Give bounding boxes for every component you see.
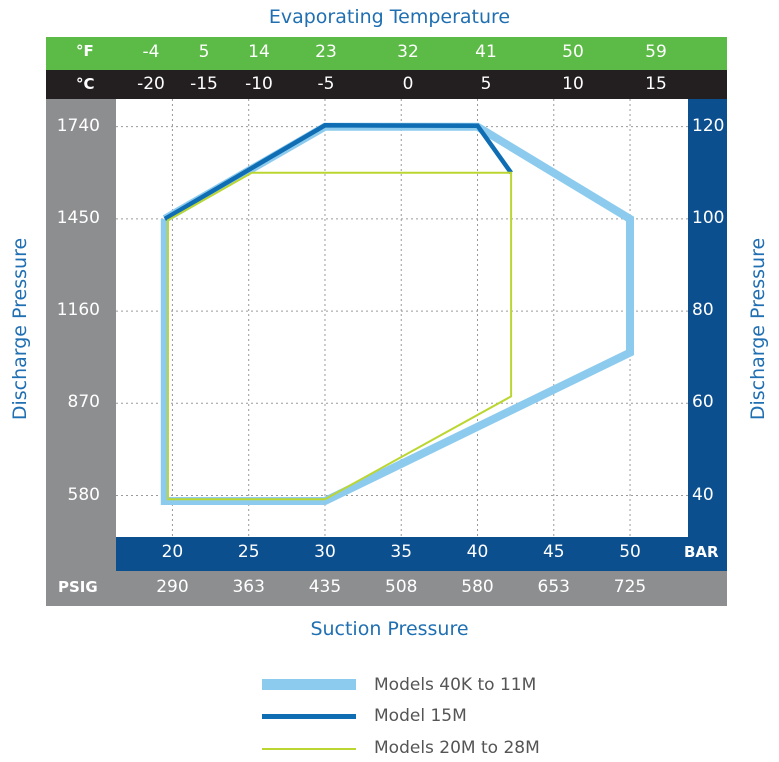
bar-tick-label: 40 xyxy=(466,542,489,562)
grid-lines xyxy=(116,99,688,537)
fahrenheit-tick-label: 14 xyxy=(248,42,270,62)
bar-tick-label: 25 xyxy=(237,542,260,562)
envelope-series xyxy=(160,122,634,505)
legend-item-3: Models 20M to 28M xyxy=(262,738,582,760)
bar-tick-label: 20 xyxy=(161,542,184,562)
legend-swatch-3 xyxy=(262,748,356,750)
left-axis-tick-label: 1450 xyxy=(56,207,100,228)
chart-title: Evaporating Temperature xyxy=(268,6,511,28)
celsius-tick-label: -10 xyxy=(245,74,273,94)
psig-tick-label: 363 xyxy=(232,577,265,597)
right-axis-tick-label: 120 xyxy=(692,115,725,136)
bar-tick-label: 30 xyxy=(314,542,336,562)
left-axis-tick-label: 870 xyxy=(67,392,100,413)
bar-band xyxy=(116,537,727,571)
celsius-tick-label: -20 xyxy=(137,74,165,94)
psig-band xyxy=(46,571,727,606)
right-axis-tick-label: 40 xyxy=(692,484,714,505)
fahrenheit-tick-label: 59 xyxy=(645,42,667,62)
series-line-2 xyxy=(163,123,513,221)
legend-label-3: Models 20M to 28M xyxy=(374,738,540,758)
celsius-tick-label: 10 xyxy=(562,74,584,94)
celsius-tick-label: 15 xyxy=(645,74,667,94)
celsius-tick-label: 0 xyxy=(402,74,414,94)
psig-tick-label: 725 xyxy=(613,577,647,597)
legend-swatch-1 xyxy=(262,679,356,690)
left-axis-title: Discharge Pressure xyxy=(9,237,31,421)
celsius-tick-label: -15 xyxy=(190,74,218,94)
right-axis-bar xyxy=(688,99,727,537)
legend-label-2: Model 15M xyxy=(374,706,467,726)
fahrenheit-tick-label: 32 xyxy=(397,42,419,62)
psig-tick-label: 580 xyxy=(461,577,494,597)
left-axis-tick-label: 1740 xyxy=(56,115,100,136)
bar-tick-label: 45 xyxy=(542,542,565,562)
left-axis-bar xyxy=(46,99,116,571)
celsius-band xyxy=(46,70,727,99)
celsius-tick-label: 5 xyxy=(480,74,492,94)
fahrenheit-tick-label: 5 xyxy=(198,42,210,62)
right-axis-tick-label: 100 xyxy=(692,207,725,228)
fahrenheit-band xyxy=(46,37,727,70)
bar-tick-label: 35 xyxy=(390,542,413,562)
legend-label-1: Models 40K to 11M xyxy=(374,675,537,695)
fahrenheit-tick-label: 50 xyxy=(562,42,584,62)
fahrenheit-tick-label: 41 xyxy=(475,42,497,62)
left-axis-tick-label: 1160 xyxy=(56,300,100,321)
celsius-tick-label: -5 xyxy=(317,74,335,94)
right-axis-tick-label: 80 xyxy=(692,300,714,321)
left-axis-tick-label: 580 xyxy=(67,484,100,505)
psig-tick-label: 435 xyxy=(308,577,342,597)
right-axis-tick-label: 60 xyxy=(692,392,714,413)
legend-item-1: Models 40K to 11M xyxy=(262,675,582,697)
psig-unit: PSIG xyxy=(58,578,98,596)
x-axis-title: Suction Pressure xyxy=(310,618,469,640)
psig-tick-label: 508 xyxy=(385,577,418,597)
fahrenheit-unit: °F xyxy=(76,42,94,60)
fahrenheit-tick-label: 23 xyxy=(315,42,337,62)
psig-tick-label: 290 xyxy=(156,577,189,597)
bar-unit: BAR xyxy=(684,543,719,561)
psig-tick-label: 653 xyxy=(537,577,570,597)
bar-tick-label: 50 xyxy=(619,542,641,562)
right-axis-title: Discharge Pressure xyxy=(747,237,769,421)
legend-swatch-2 xyxy=(262,714,356,719)
legend-item-2: Model 15M xyxy=(262,706,582,728)
series-line-3 xyxy=(166,171,513,501)
fahrenheit-tick-label: -4 xyxy=(142,42,160,62)
celsius-unit: °C xyxy=(76,75,95,93)
